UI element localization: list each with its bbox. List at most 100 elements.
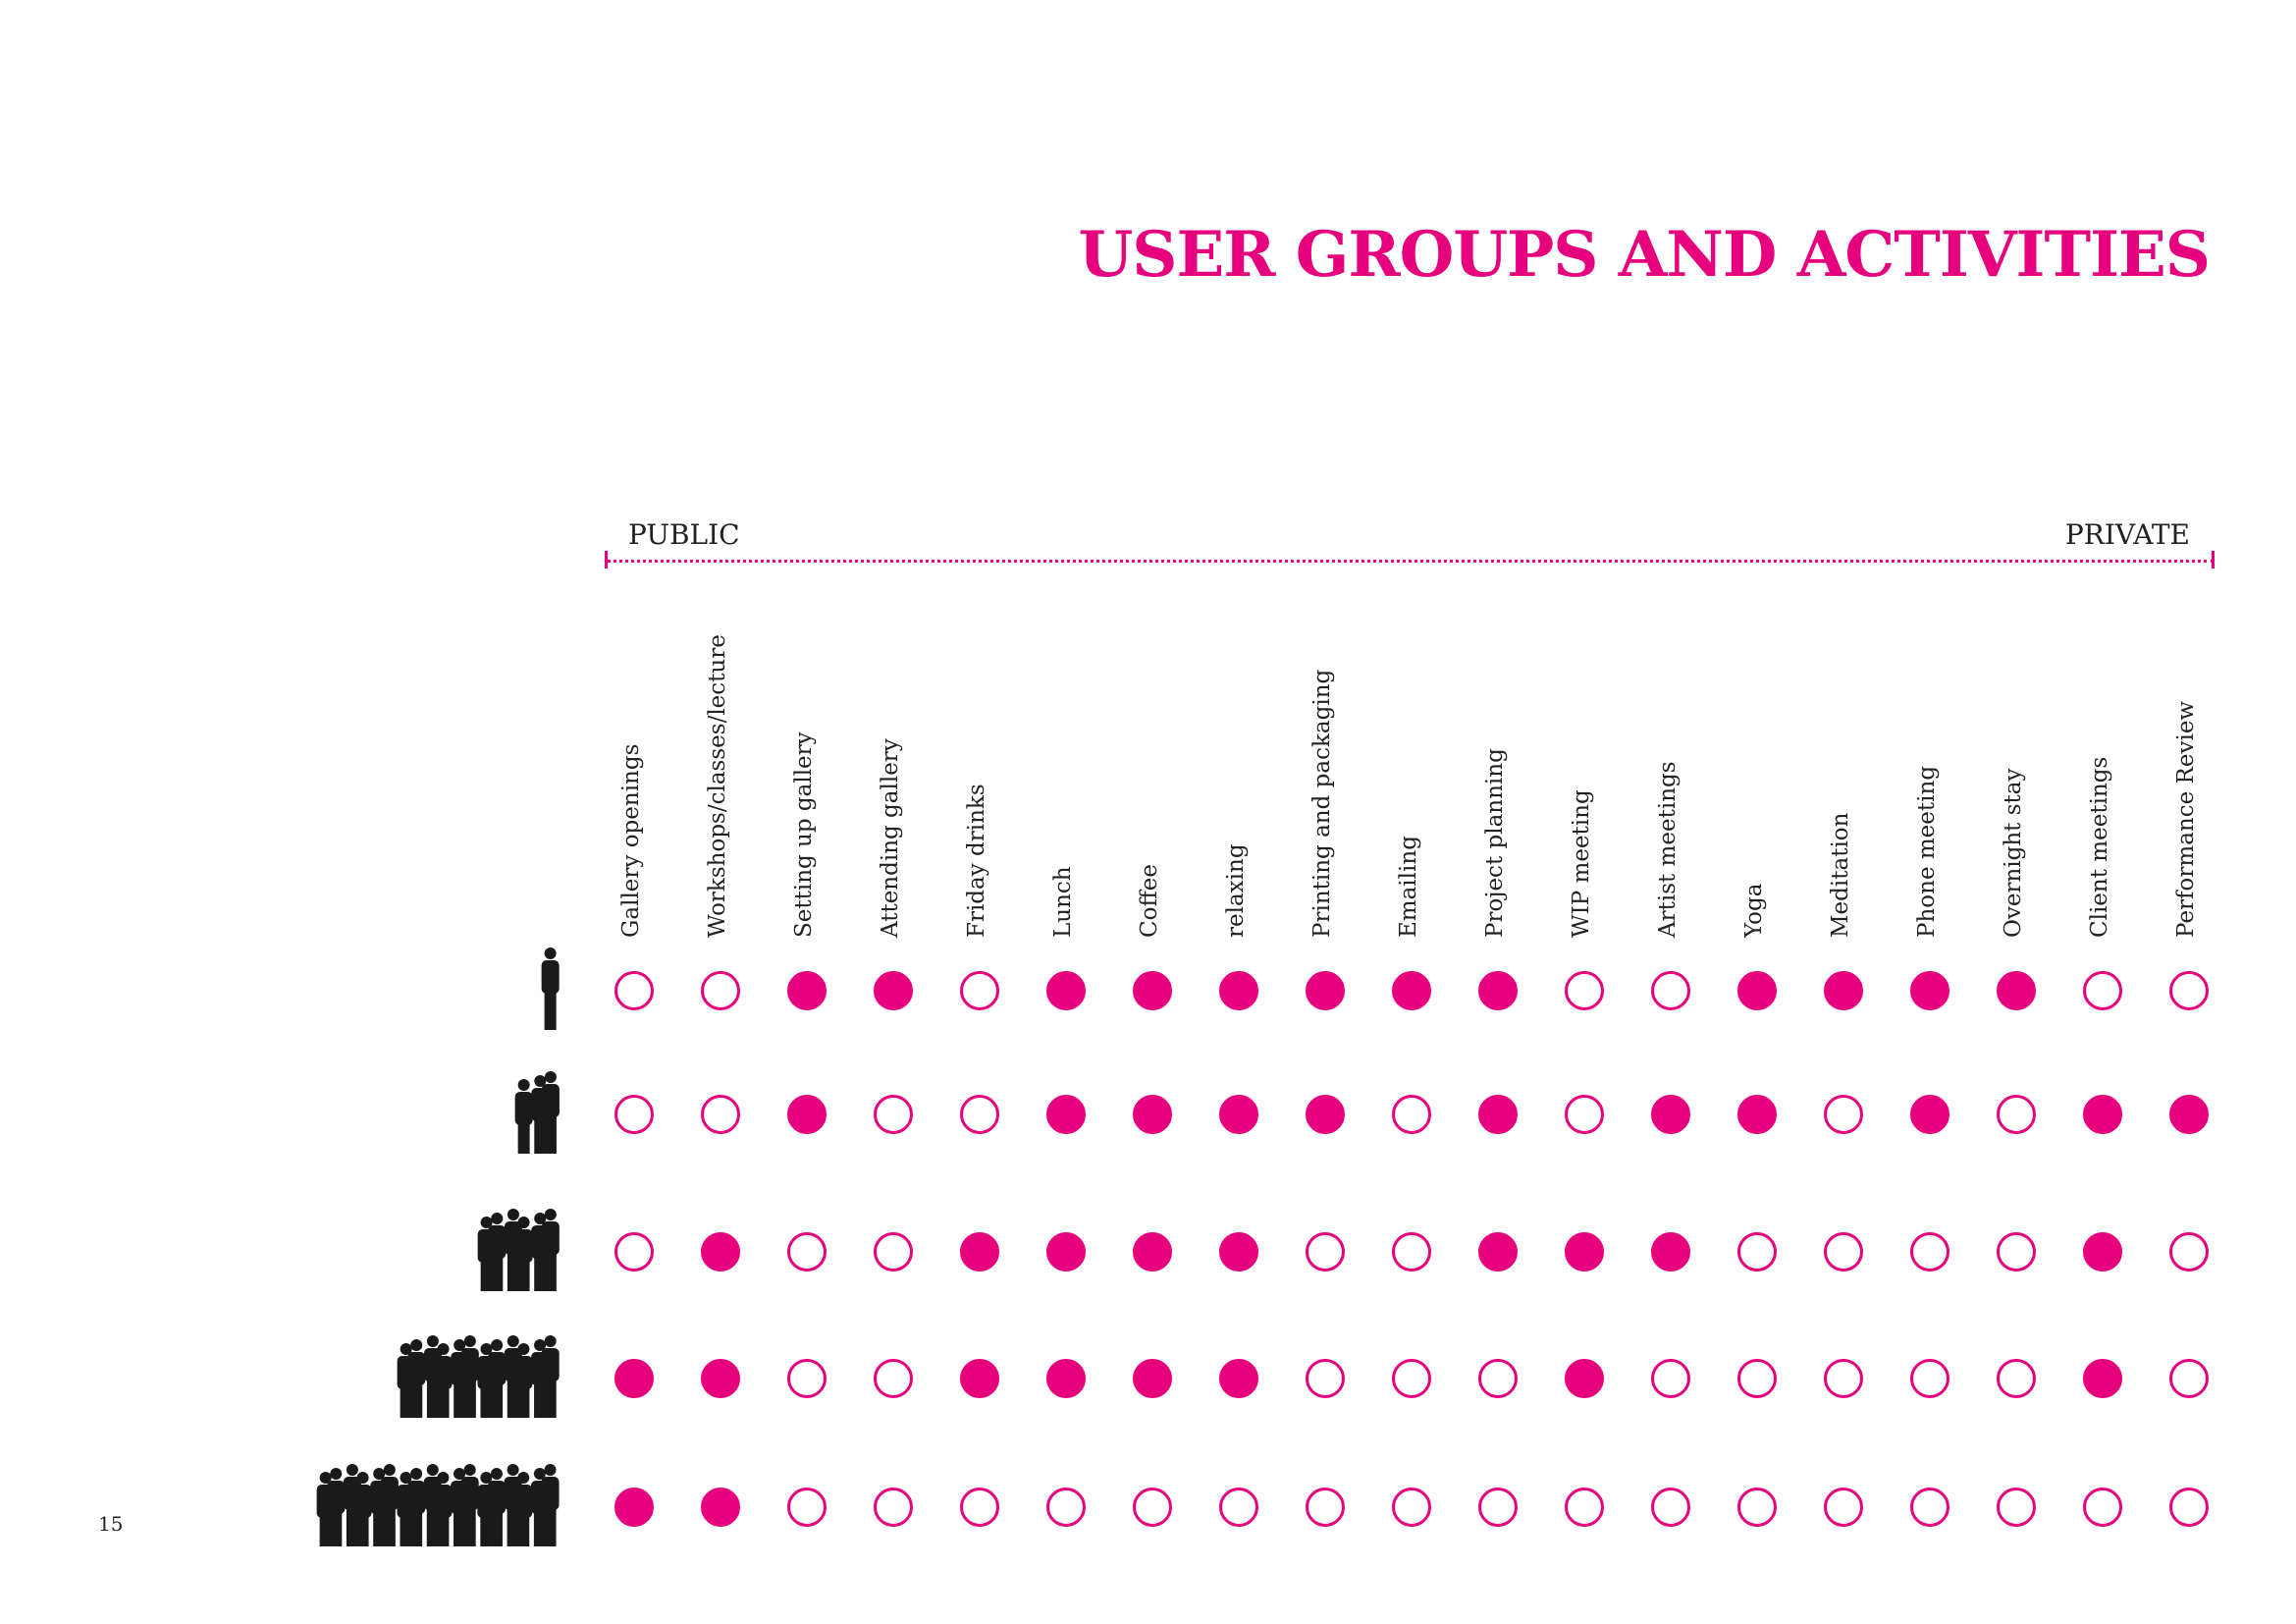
empty-dot: [1565, 971, 1604, 1010]
empty-dot: [614, 1095, 654, 1134]
empty-dot: [874, 1095, 913, 1134]
empty-dot: [1997, 1232, 2036, 1272]
empty-dot: [787, 1359, 827, 1398]
filled-dot: [1910, 971, 1949, 1010]
filled-dot: [701, 1232, 740, 1272]
filled-dot: [1133, 1232, 1172, 1272]
page-title: USER GROUPS AND ACTIVITIES: [1078, 218, 2211, 292]
user-group-6-people-icon: [464, 1203, 564, 1295]
empty-dot: [1046, 1488, 1086, 1527]
empty-dot: [1824, 1232, 1863, 1272]
empty-dot: [701, 1095, 740, 1134]
filled-dot: [1910, 1095, 1949, 1134]
empty-dot: [1910, 1488, 1949, 1527]
empty-dot: [614, 971, 654, 1010]
activity-label: relaxing: [1223, 843, 1249, 938]
page-number: 15: [98, 1512, 124, 1536]
empty-dot: [960, 1488, 999, 1527]
filled-dot: [1392, 971, 1431, 1010]
scale-tick-right: [2212, 551, 2215, 568]
empty-dot: [1824, 1095, 1863, 1134]
filled-dot: [1478, 1095, 1518, 1134]
filled-dot: [1997, 971, 2036, 1010]
filled-dot: [1219, 1359, 1258, 1398]
person-silhouette-icon: [531, 1339, 550, 1418]
person-silhouette-icon: [317, 1472, 336, 1546]
filled-dot: [1651, 1232, 1690, 1272]
filled-dot: [1046, 1095, 1086, 1134]
empty-dot: [1306, 1232, 1345, 1272]
activity-label: Overnight stay: [2001, 768, 2026, 938]
scale-tick-left: [605, 551, 608, 568]
empty-dot: [787, 1488, 827, 1527]
empty-dot: [1392, 1359, 1431, 1398]
public-private-scale-line: [607, 560, 2215, 563]
person-silhouette-icon: [424, 1335, 443, 1418]
filled-dot: [787, 971, 827, 1010]
filled-dot: [2169, 1095, 2209, 1134]
filled-dot: [960, 1359, 999, 1398]
empty-dot: [1910, 1359, 1949, 1398]
filled-dot: [1133, 971, 1172, 1010]
empty-dot: [1737, 1232, 1777, 1272]
empty-dot: [1565, 1095, 1604, 1134]
person-silhouette-icon: [505, 1335, 523, 1418]
empty-dot: [1392, 1488, 1431, 1527]
filled-dot: [1046, 1359, 1086, 1398]
empty-dot: [1997, 1359, 2036, 1398]
empty-dot: [1824, 1359, 1863, 1398]
private-label: PRIVATE: [2064, 518, 2190, 551]
empty-dot: [1565, 1488, 1604, 1527]
activity-label: Performance Review: [2173, 700, 2199, 938]
empty-dot: [874, 1232, 913, 1272]
activity-label: Phone meeting: [1914, 765, 1940, 938]
activity-label: Lunch: [1050, 866, 1076, 938]
user-group-18-people-icon: [303, 1458, 564, 1550]
activity-label: Coffee: [1137, 863, 1162, 938]
filled-dot: [960, 1232, 999, 1272]
empty-dot: [1824, 1488, 1863, 1527]
empty-dot: [874, 1359, 913, 1398]
empty-dot: [1392, 1232, 1431, 1272]
activity-label: Printing and packaging: [1309, 669, 1335, 938]
empty-dot: [2083, 1488, 2122, 1527]
empty-dot: [701, 971, 740, 1010]
activity-label: Gallery openings: [618, 743, 644, 938]
person-silhouette-icon: [477, 1472, 496, 1546]
filled-dot: [874, 971, 913, 1010]
user-group-1-people-icon: [531, 942, 564, 1034]
empty-dot: [1306, 1359, 1345, 1398]
activity-label: Workshops/classes/lecture: [705, 634, 730, 938]
activity-label: Client meetings: [2087, 756, 2112, 938]
person-silhouette-icon: [477, 1343, 496, 1418]
person-silhouette-icon: [531, 1468, 550, 1546]
filled-dot: [2083, 1359, 2122, 1398]
person-silhouette-icon: [531, 1075, 550, 1154]
filled-dot: [1133, 1095, 1172, 1134]
filled-dot: [1219, 1095, 1258, 1134]
empty-dot: [1737, 1359, 1777, 1398]
empty-dot: [1910, 1232, 1949, 1272]
empty-dot: [2169, 1488, 2209, 1527]
empty-dot: [2169, 1359, 2209, 1398]
activity-label: Yoga: [1741, 883, 1767, 938]
empty-dot: [1219, 1488, 1258, 1527]
user-group-3-people-icon: [505, 1065, 564, 1158]
empty-dot: [2169, 1232, 2209, 1272]
filled-dot: [1651, 1095, 1690, 1134]
person-silhouette-icon: [514, 1079, 533, 1154]
filled-dot: [1737, 1095, 1777, 1134]
filled-dot: [1306, 971, 1345, 1010]
activity-label: Attending gallery: [878, 738, 903, 938]
filled-dot: [787, 1095, 827, 1134]
empty-dot: [1133, 1488, 1172, 1527]
activity-label: Project planning: [1482, 748, 1508, 938]
person-silhouette-icon: [531, 1213, 550, 1291]
empty-dot: [874, 1488, 913, 1527]
activity-label: Setting up gallery: [791, 731, 817, 938]
empty-dot: [1478, 1488, 1518, 1527]
person-silhouette-icon: [505, 1209, 523, 1291]
activity-label: Emailing: [1396, 836, 1421, 938]
filled-dot: [1478, 971, 1518, 1010]
empty-dot: [1997, 1488, 2036, 1527]
